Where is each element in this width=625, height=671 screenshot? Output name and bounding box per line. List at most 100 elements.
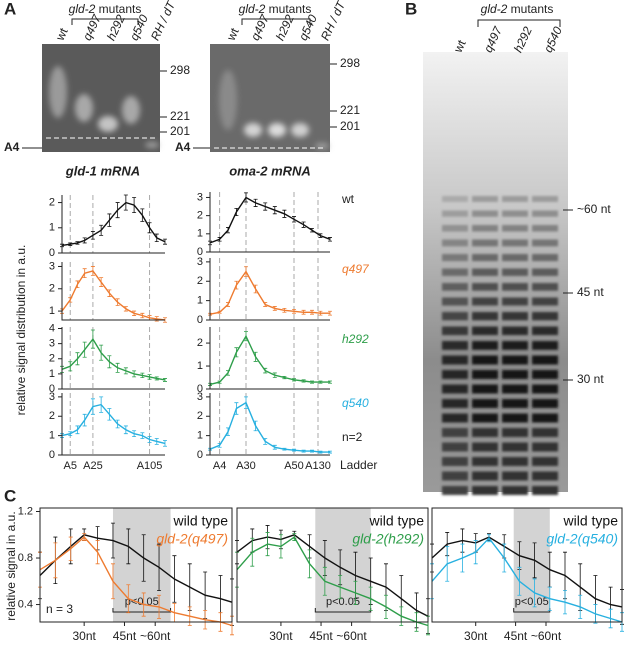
gel-band — [502, 486, 528, 495]
gel-band — [532, 399, 558, 408]
y-tick-label: 0 — [49, 449, 55, 461]
marker-label: 298 — [170, 63, 190, 77]
y-tick-label: 0 — [197, 246, 203, 258]
data-line — [61, 337, 166, 381]
gel-band — [442, 355, 468, 365]
gel-band — [442, 486, 468, 495]
gel-band — [532, 384, 558, 394]
plot-frame — [39, 507, 233, 623]
gel-band — [532, 355, 558, 365]
data-line — [61, 403, 166, 445]
lane-label: q497 — [481, 23, 506, 54]
x-tick-label: ~60nt — [140, 629, 171, 643]
y-tick-label: 1 — [49, 368, 55, 380]
anchor-label: A4 — [175, 140, 191, 154]
x-tick-label: 45nt — [113, 629, 137, 643]
panel-label: A — [4, 0, 16, 18]
lane-label: wt — [52, 25, 70, 43]
lane-label: h292 — [511, 24, 535, 54]
gel-band — [442, 326, 468, 336]
y-tick-label: 1.2 — [18, 505, 33, 517]
y-tick-label: 0.4 — [18, 598, 33, 610]
gel-band — [472, 268, 498, 276]
gel-band — [442, 297, 468, 306]
data-line — [209, 196, 331, 244]
gel-band — [472, 341, 498, 350]
gel-title: oma-2 mRNA — [229, 163, 311, 178]
y-tick-label: 3 — [197, 391, 203, 403]
gel-band — [532, 442, 558, 452]
y-tick-label: 2 — [49, 353, 55, 365]
gel-band — [502, 341, 528, 350]
axes — [61, 262, 165, 321]
y-tick-label: 2 — [197, 210, 203, 222]
y-tick-label: 2 — [197, 275, 203, 287]
x-tick-label: 30nt — [72, 629, 96, 643]
x-tick-label: 45nt — [504, 629, 528, 643]
word: mutants — [99, 2, 142, 16]
gel-band — [472, 239, 498, 247]
gel-bands — [49, 66, 159, 148]
gel-band — [502, 268, 528, 276]
y-tick-label: 4 — [49, 322, 55, 334]
gel-band — [472, 399, 498, 408]
word: mutants — [511, 2, 554, 16]
gel-band — [532, 254, 558, 262]
lane-label: wt — [223, 25, 241, 43]
bracket — [477, 19, 561, 27]
marker-label: 201 — [340, 119, 360, 133]
panel-label: B — [405, 0, 417, 18]
y-tick-label: 1 — [49, 222, 55, 234]
gel-band — [442, 268, 468, 276]
gel-band — [472, 196, 498, 202]
gel-band — [472, 254, 498, 262]
axes — [209, 393, 330, 456]
gel-band — [502, 399, 528, 408]
gel-title: gld-1 mRNA — [65, 163, 140, 178]
x-tick-label: A25 — [83, 460, 103, 472]
anchor-label: A4 — [4, 140, 20, 154]
gel-band — [502, 471, 528, 481]
gel-band — [442, 283, 468, 291]
gel-band — [532, 413, 558, 423]
gel-band — [532, 457, 558, 466]
y-tick-label: 0 — [49, 383, 55, 395]
annotation: p<0.05 — [326, 596, 360, 608]
gel-band — [442, 384, 468, 394]
data-line — [431, 536, 623, 608]
gel-band — [472, 326, 498, 336]
bracket — [241, 18, 311, 25]
data-line — [209, 270, 330, 315]
lane-label: q540 — [296, 12, 320, 42]
lane-label: q540 — [541, 24, 565, 54]
row-label: h292 — [342, 332, 369, 346]
gel-band — [472, 471, 498, 481]
gel-band — [442, 254, 468, 262]
gel-band — [442, 399, 468, 408]
y-tick-label: 1 — [197, 228, 203, 240]
plot-frame — [431, 507, 623, 623]
marker-label: ~60 nt — [577, 202, 611, 216]
gel-band — [532, 471, 558, 481]
gel-band — [502, 326, 528, 336]
gel-band — [472, 312, 498, 321]
gel-band — [442, 210, 468, 217]
x-tick-label: 45nt — [309, 629, 333, 643]
y-tick-label: 2 — [197, 337, 203, 349]
x-tick-label: A30 — [236, 460, 256, 472]
gel-band — [442, 370, 468, 379]
gel-band — [502, 442, 528, 452]
x-tick-label: A5 — [64, 460, 77, 472]
y-tick-label: 1 — [49, 430, 55, 442]
gel-band — [472, 457, 498, 466]
gel-band — [502, 254, 528, 262]
gel-band — [502, 225, 528, 232]
row-label: q540 — [342, 396, 369, 410]
x-tick-label: ~60nt — [336, 629, 367, 643]
gel-band — [532, 428, 558, 437]
lane-label: h292 — [104, 12, 128, 42]
group-header: gld-2 mutants gld-2 mutants — [69, 2, 311, 25]
gel-band — [442, 341, 468, 350]
group-label: gld-2 mutants — [481, 2, 554, 16]
legend-label: wild type — [563, 513, 619, 529]
